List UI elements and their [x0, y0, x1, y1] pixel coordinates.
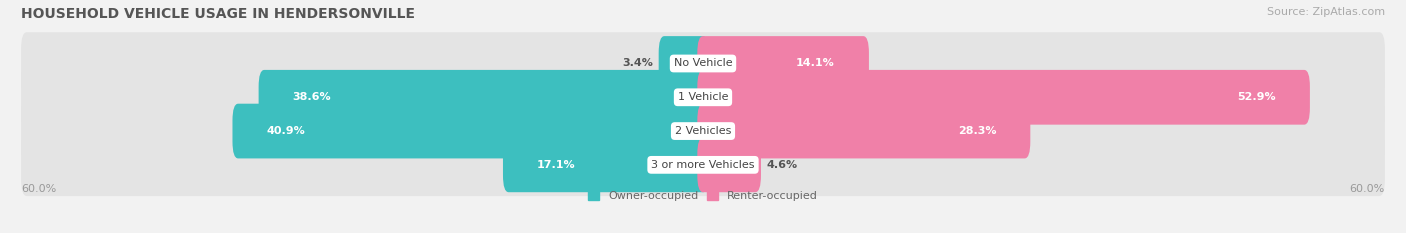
- FancyBboxPatch shape: [21, 100, 1385, 162]
- FancyBboxPatch shape: [697, 36, 869, 91]
- Text: 3.4%: 3.4%: [621, 58, 652, 69]
- Text: 4.6%: 4.6%: [766, 160, 797, 170]
- Legend: Owner-occupied, Renter-occupied: Owner-occupied, Renter-occupied: [583, 187, 823, 206]
- FancyBboxPatch shape: [21, 66, 1385, 129]
- FancyBboxPatch shape: [21, 134, 1385, 196]
- Text: 2 Vehicles: 2 Vehicles: [675, 126, 731, 136]
- Text: 28.3%: 28.3%: [957, 126, 997, 136]
- FancyBboxPatch shape: [21, 32, 1385, 95]
- Text: No Vehicle: No Vehicle: [673, 58, 733, 69]
- FancyBboxPatch shape: [503, 137, 709, 192]
- Text: 17.1%: 17.1%: [537, 160, 575, 170]
- FancyBboxPatch shape: [697, 104, 1031, 158]
- Text: 3 or more Vehicles: 3 or more Vehicles: [651, 160, 755, 170]
- Text: 14.1%: 14.1%: [796, 58, 835, 69]
- FancyBboxPatch shape: [259, 70, 709, 125]
- Text: 52.9%: 52.9%: [1237, 92, 1275, 102]
- FancyBboxPatch shape: [658, 36, 709, 91]
- FancyBboxPatch shape: [697, 137, 761, 192]
- Text: 60.0%: 60.0%: [21, 185, 56, 195]
- Text: 60.0%: 60.0%: [1350, 185, 1385, 195]
- FancyBboxPatch shape: [232, 104, 709, 158]
- Text: 1 Vehicle: 1 Vehicle: [678, 92, 728, 102]
- Text: Source: ZipAtlas.com: Source: ZipAtlas.com: [1267, 7, 1385, 17]
- Text: HOUSEHOLD VEHICLE USAGE IN HENDERSONVILLE: HOUSEHOLD VEHICLE USAGE IN HENDERSONVILL…: [21, 7, 415, 21]
- Text: 38.6%: 38.6%: [292, 92, 332, 102]
- Text: 40.9%: 40.9%: [267, 126, 305, 136]
- FancyBboxPatch shape: [697, 70, 1310, 125]
